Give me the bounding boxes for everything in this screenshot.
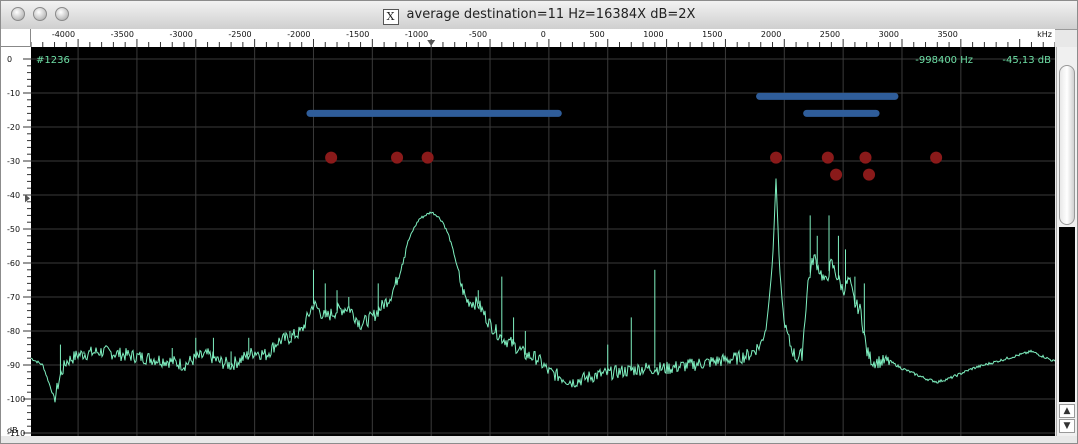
frequency-readout: -998400 Hz — [915, 55, 973, 66]
x-tick-label: 500 — [589, 30, 604, 39]
scroll-up-arrow-icon[interactable]: ▲ — [1059, 404, 1075, 418]
x-tick-label: 2500 — [820, 30, 840, 39]
y-tick-label: -20 — [7, 123, 20, 132]
x-tick-label: -4000 — [52, 30, 75, 39]
signal-dot — [930, 151, 943, 164]
x-tick-label: 0 — [541, 30, 546, 39]
spectrum-trace — [30, 178, 1056, 403]
y-tick-label: 0 — [7, 55, 12, 64]
x-tick-label: 1000 — [643, 30, 663, 39]
y-tick-label: -110 — [7, 429, 25, 436]
sample-counter: #1236 — [36, 55, 70, 66]
frequency-ruler: -4000 -3500 -3000 -2500 -2000 -1500 -1000 -500 0… — [30, 29, 1056, 48]
frequency-marker-icon — [427, 40, 436, 46]
x-tick-label: 3500 — [937, 30, 957, 39]
x-tick-label: -2500 — [228, 30, 251, 39]
y-tick-label: -50 — [7, 225, 20, 234]
x-unit-label: kHz — [1037, 30, 1052, 39]
scrollbar-track[interactable] — [1059, 227, 1075, 402]
y-tick-label: -80 — [7, 327, 20, 336]
x-tick-label: -500 — [469, 30, 487, 39]
y-tick-label: -100 — [7, 395, 25, 404]
x-tick-label: -3500 — [111, 30, 134, 39]
x-tick-label: 2000 — [761, 30, 781, 39]
signal-dot — [421, 151, 434, 164]
spectrum-plot[interactable]: #1236 -998400 Hz -45,13 dB — [30, 47, 1056, 436]
signal-dot — [863, 168, 876, 181]
ruler-corner — [1, 29, 31, 47]
level-readout: -45,13 dB — [1002, 55, 1051, 66]
window-title: average destination=11 Hz=16384X dB=2X — [406, 7, 696, 22]
x-tick-label: -2000 — [287, 30, 310, 39]
y-tick-label: -10 — [7, 89, 20, 98]
spectrum-plot-svg[interactable]: #1236 -998400 Hz -45,13 dB — [30, 47, 1056, 436]
x11-icon: X — [382, 9, 399, 25]
scroll-down-arrow-icon[interactable]: ▼ — [1059, 419, 1075, 433]
zoom-button[interactable] — [55, 7, 69, 21]
y-tick-label: -90 — [7, 361, 20, 370]
minimize-button[interactable] — [33, 7, 47, 21]
close-button[interactable] — [11, 7, 25, 21]
y-tick-label: -70 — [7, 293, 20, 302]
signal-dot — [770, 151, 783, 164]
x-tick-label: -1500 — [346, 30, 369, 39]
y-unit-label: dB — [7, 426, 18, 435]
signal-dot — [391, 151, 404, 164]
x-tick-label: -1000 — [405, 30, 428, 39]
signal-dot — [859, 151, 872, 164]
y-tick-label: -60 — [7, 259, 20, 268]
x-tick-label: 1500 — [702, 30, 722, 39]
x-tick-label: 3000 — [879, 30, 899, 39]
signal-dot — [325, 151, 338, 164]
scrollbar-thumb[interactable] — [1059, 65, 1075, 225]
grid — [31, 47, 1055, 436]
vertical-scrollbar[interactable]: ▲ ▼ — [1056, 47, 1077, 436]
y-tick-label: -30 — [7, 157, 20, 166]
frequency-ruler-svg: -4000 -3500 -3000 -2500 -2000 -1500 -1000 -500 0… — [30, 30, 1056, 47]
signal-dot — [830, 168, 843, 181]
level-ruler: 0 -10 -20 -30 -40 -50 -60 -70 -80 -90 -100 -110 dB — [1, 47, 32, 441]
signal-dot — [821, 151, 834, 164]
y-tick-label: -40 — [7, 191, 20, 200]
x-tick-label: -3000 — [170, 30, 193, 39]
level-marker-icon — [25, 194, 30, 203]
